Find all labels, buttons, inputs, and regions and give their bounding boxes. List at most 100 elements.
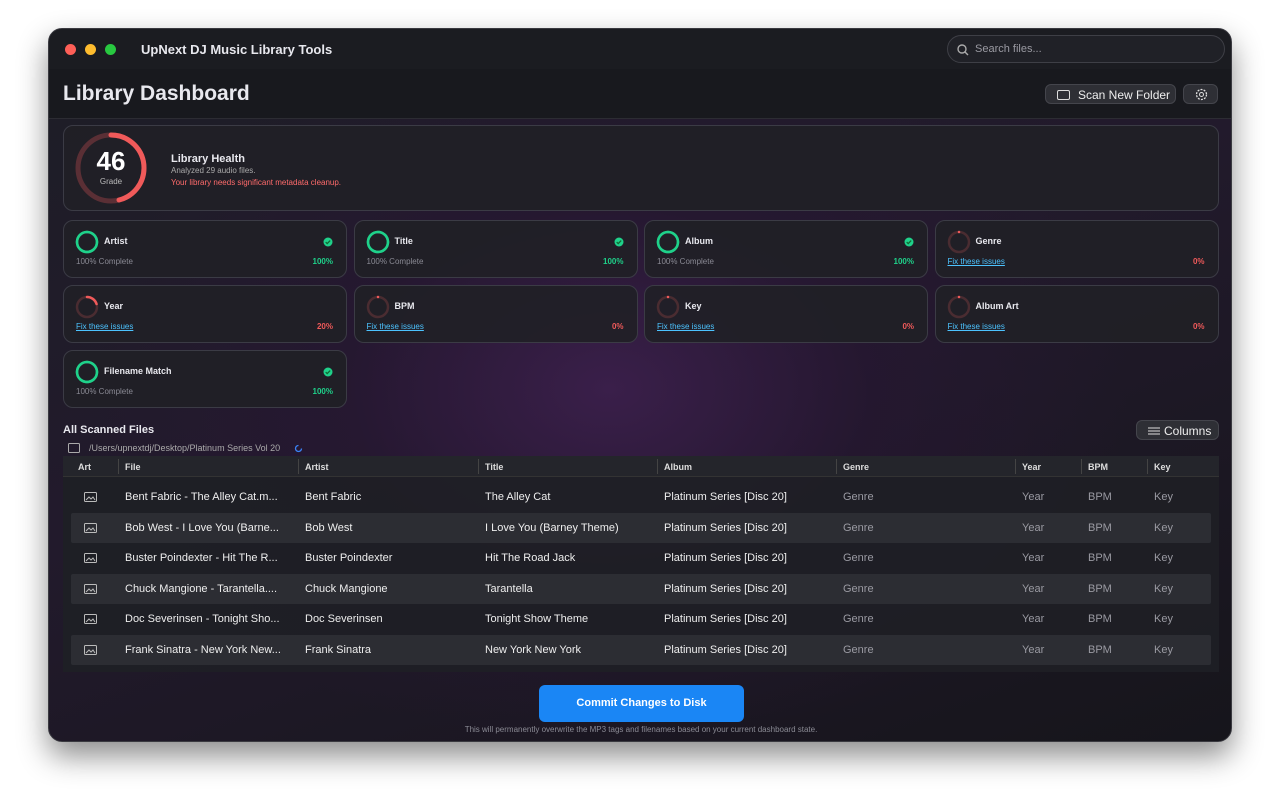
column-header[interactable]: File xyxy=(125,462,141,472)
fix-issues-link[interactable]: Fix these issues xyxy=(76,322,134,331)
ring-progress xyxy=(366,230,389,254)
table-row-alt xyxy=(71,635,1211,665)
table-cell: Year xyxy=(1022,552,1045,565)
metric-card xyxy=(644,220,928,278)
column-divider xyxy=(1081,459,1082,474)
table-cell: Bob West - I Love You (Barne... xyxy=(125,521,279,534)
table-cell: Platinum Series [Disc 20] xyxy=(664,582,787,595)
ring-track xyxy=(947,295,970,319)
folder-icon xyxy=(68,443,80,453)
column-divider xyxy=(1147,459,1148,474)
column-header[interactable]: Title xyxy=(485,462,504,472)
search-field[interactable]: Search files... xyxy=(947,35,1225,63)
zoom-button[interactable] xyxy=(105,44,116,55)
metric-ring xyxy=(656,295,680,319)
metric-percent: 100% xyxy=(312,387,333,396)
column-divider xyxy=(478,459,479,474)
columns-icon xyxy=(1148,427,1160,435)
metric-ring xyxy=(947,230,970,254)
refresh-icon[interactable] xyxy=(294,444,303,453)
columns-button[interactable]: Columns xyxy=(1136,420,1219,440)
table-cell: Genre xyxy=(843,644,874,656)
health-warning: Your library needs significant metadata … xyxy=(171,178,342,187)
column-divider xyxy=(118,459,119,474)
column-divider xyxy=(298,459,299,474)
table-cell: Buster Poindexter - Hit The R... xyxy=(125,552,278,565)
fix-issues-link[interactable]: Fix these issues xyxy=(657,322,715,331)
table-cell: Tonight Show Theme xyxy=(485,613,589,626)
metric-percent: 100% xyxy=(893,257,914,266)
ring-progress xyxy=(656,230,680,254)
metric-ring xyxy=(947,295,970,319)
metric-name: Year xyxy=(104,301,124,311)
metric-card xyxy=(934,285,1219,343)
column-header[interactable]: Genre xyxy=(843,462,870,472)
column-divider xyxy=(1015,459,1016,474)
scan-folder-label: Scan New Folder xyxy=(1078,88,1171,102)
table-cell: New York New York xyxy=(485,644,581,656)
table-cell: Key xyxy=(1154,521,1173,534)
table-header-bg xyxy=(63,456,1219,477)
column-divider xyxy=(836,459,837,474)
table-cell: Doc Severinsen xyxy=(305,613,383,626)
metric-name: Title xyxy=(394,236,413,246)
search-icon xyxy=(957,44,969,56)
settings-button[interactable] xyxy=(1183,84,1218,104)
metric-card xyxy=(63,350,347,408)
table-cell: Genre xyxy=(843,491,874,503)
ring-progress xyxy=(656,295,680,319)
table-cell: Platinum Series [Disc 20] xyxy=(664,552,787,565)
fix-issues-link[interactable]: Fix these issues xyxy=(947,257,1005,266)
folder-path: /Users/upnextdj/Desktop/Platinum Series … xyxy=(89,443,281,453)
commit-button[interactable]: Commit Changes to Disk xyxy=(539,685,744,722)
search-placeholder: Search files... xyxy=(975,43,1042,55)
ring-track xyxy=(947,230,970,254)
metric-name: Genre xyxy=(975,236,1002,246)
table-cell: Year xyxy=(1022,644,1045,656)
table-cell: Key xyxy=(1154,613,1173,626)
metric-card xyxy=(63,285,347,343)
column-header[interactable]: BPM xyxy=(1088,462,1108,472)
metric-name: Key xyxy=(685,301,702,311)
metric-ring xyxy=(656,230,680,254)
grade-label: Grade xyxy=(100,177,123,186)
metric-ring xyxy=(75,295,99,319)
table-cell: The Alley Cat xyxy=(485,491,551,503)
metric-status: 100% Complete xyxy=(76,387,133,396)
table-cell: Chuck Mangione - Tarantella.... xyxy=(125,582,278,595)
metric-ring xyxy=(75,230,99,254)
check-icon xyxy=(614,237,623,247)
folder-icon xyxy=(1057,90,1070,100)
table-cell: Frank Sinatra - New York New... xyxy=(125,644,281,656)
table-cell: Genre xyxy=(843,552,874,565)
scan-folder-button[interactable]: Scan New Folder xyxy=(1045,84,1176,104)
metric-ring xyxy=(75,360,99,384)
fix-issues-link[interactable]: Fix these issues xyxy=(947,322,1005,331)
ring-progress xyxy=(75,230,99,254)
table-cell: Frank Sinatra xyxy=(305,644,372,656)
health-score: 46 xyxy=(97,146,126,176)
close-button[interactable] xyxy=(65,44,76,55)
table-cell: Platinum Series [Disc 20] xyxy=(664,613,787,626)
metric-name: Filename Match xyxy=(104,366,172,376)
table-cell: BPM xyxy=(1088,613,1112,626)
minimize-button[interactable] xyxy=(85,44,96,55)
column-header[interactable]: Art xyxy=(78,462,91,472)
metric-percent: 0% xyxy=(902,322,914,331)
table-cell: Year xyxy=(1022,582,1045,595)
files-title: All Scanned Files xyxy=(63,424,155,436)
commit-note: This will permanently overwrite the MP3 … xyxy=(464,725,818,734)
ring-progress xyxy=(947,230,970,254)
column-header[interactable]: Year xyxy=(1022,462,1042,472)
fix-issues-link[interactable]: Fix these issues xyxy=(366,322,424,331)
table-cell: Bob West xyxy=(305,521,353,534)
page-title: Library Dashboard xyxy=(63,82,250,105)
column-header[interactable]: Key xyxy=(1154,462,1171,472)
table-cell: Key xyxy=(1154,491,1173,503)
table-cell: Chuck Mangione xyxy=(305,582,388,595)
ring-progress xyxy=(75,360,99,384)
metric-name: Album xyxy=(685,236,713,246)
table-cell: BPM xyxy=(1088,582,1112,595)
column-header[interactable]: Album xyxy=(664,462,692,472)
column-header[interactable]: Artist xyxy=(305,462,329,472)
